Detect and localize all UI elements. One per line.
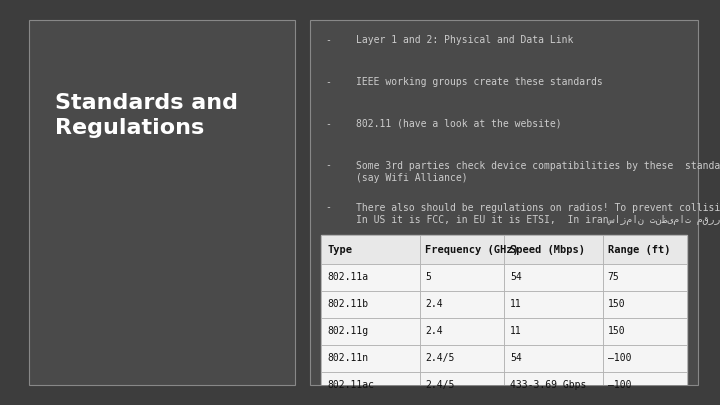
Text: -: - xyxy=(325,119,331,129)
Text: 54: 54 xyxy=(510,353,522,363)
Text: 802.11a: 802.11a xyxy=(327,272,369,282)
Bar xyxy=(321,372,420,399)
Bar xyxy=(321,318,420,345)
Text: Type: Type xyxy=(327,245,352,254)
Bar xyxy=(603,399,687,405)
Text: 802.11n: 802.11n xyxy=(327,353,369,363)
Bar xyxy=(504,235,603,264)
Bar xyxy=(420,291,504,318)
Text: -: - xyxy=(325,77,331,87)
Bar xyxy=(504,291,603,318)
Text: Range (ft): Range (ft) xyxy=(608,245,670,254)
Bar xyxy=(504,345,603,372)
Text: 802.11 (have a look at the website): 802.11 (have a look at the website) xyxy=(356,119,562,129)
Text: 802.11ac: 802.11ac xyxy=(327,380,374,390)
Bar xyxy=(504,318,603,345)
Text: 75: 75 xyxy=(608,272,619,282)
Text: -: - xyxy=(325,35,331,45)
Bar xyxy=(504,264,603,291)
Bar xyxy=(420,318,504,345)
Text: 11: 11 xyxy=(510,299,522,309)
Text: Speed (Mbps): Speed (Mbps) xyxy=(510,245,585,254)
Bar xyxy=(603,345,687,372)
Bar xyxy=(603,235,687,264)
Text: Standards and
Regulations: Standards and Regulations xyxy=(55,93,238,138)
Bar xyxy=(603,318,687,345)
Text: 2.4/5: 2.4/5 xyxy=(425,380,454,390)
Text: There also should be regulations on radios! To prevent collision.
In US it is FC: There also should be regulations on radi… xyxy=(356,202,720,226)
Text: 150: 150 xyxy=(608,326,626,336)
Bar xyxy=(321,291,420,318)
Bar xyxy=(504,399,603,405)
Bar xyxy=(420,345,504,372)
Bar xyxy=(420,399,504,405)
Bar xyxy=(321,399,420,405)
Bar xyxy=(321,235,687,405)
Text: 2.4: 2.4 xyxy=(425,299,443,309)
Text: -: - xyxy=(325,161,331,171)
Bar xyxy=(603,264,687,291)
Bar xyxy=(603,291,687,318)
Bar xyxy=(603,372,687,399)
Text: 5: 5 xyxy=(425,272,431,282)
Text: Some 3rd parties check device compatibilities by these  standards
(say Wifi Alli: Some 3rd parties check device compatibil… xyxy=(356,161,720,183)
Text: –100: –100 xyxy=(608,380,631,390)
Text: –100: –100 xyxy=(608,353,631,363)
Text: 802.11g: 802.11g xyxy=(327,326,369,336)
Bar xyxy=(420,235,504,264)
Bar xyxy=(420,264,504,291)
Text: 11: 11 xyxy=(510,326,522,336)
Text: Frequency (GHz): Frequency (GHz) xyxy=(425,245,518,254)
Text: 2.4: 2.4 xyxy=(425,326,443,336)
Text: 54: 54 xyxy=(510,272,522,282)
Text: 150: 150 xyxy=(608,299,626,309)
Text: 2.4/5: 2.4/5 xyxy=(425,353,454,363)
Text: 433-3.69 Gbps: 433-3.69 Gbps xyxy=(510,380,586,390)
Bar xyxy=(321,235,420,264)
Text: -: - xyxy=(325,202,331,213)
Bar xyxy=(420,372,504,399)
Text: 802.11b: 802.11b xyxy=(327,299,369,309)
Bar xyxy=(321,345,420,372)
Bar xyxy=(504,372,603,399)
Text: Layer 1 and 2: Physical and Data Link: Layer 1 and 2: Physical and Data Link xyxy=(356,35,574,45)
Text: IEEE working groups create these standards: IEEE working groups create these standar… xyxy=(356,77,603,87)
Bar xyxy=(321,264,420,291)
